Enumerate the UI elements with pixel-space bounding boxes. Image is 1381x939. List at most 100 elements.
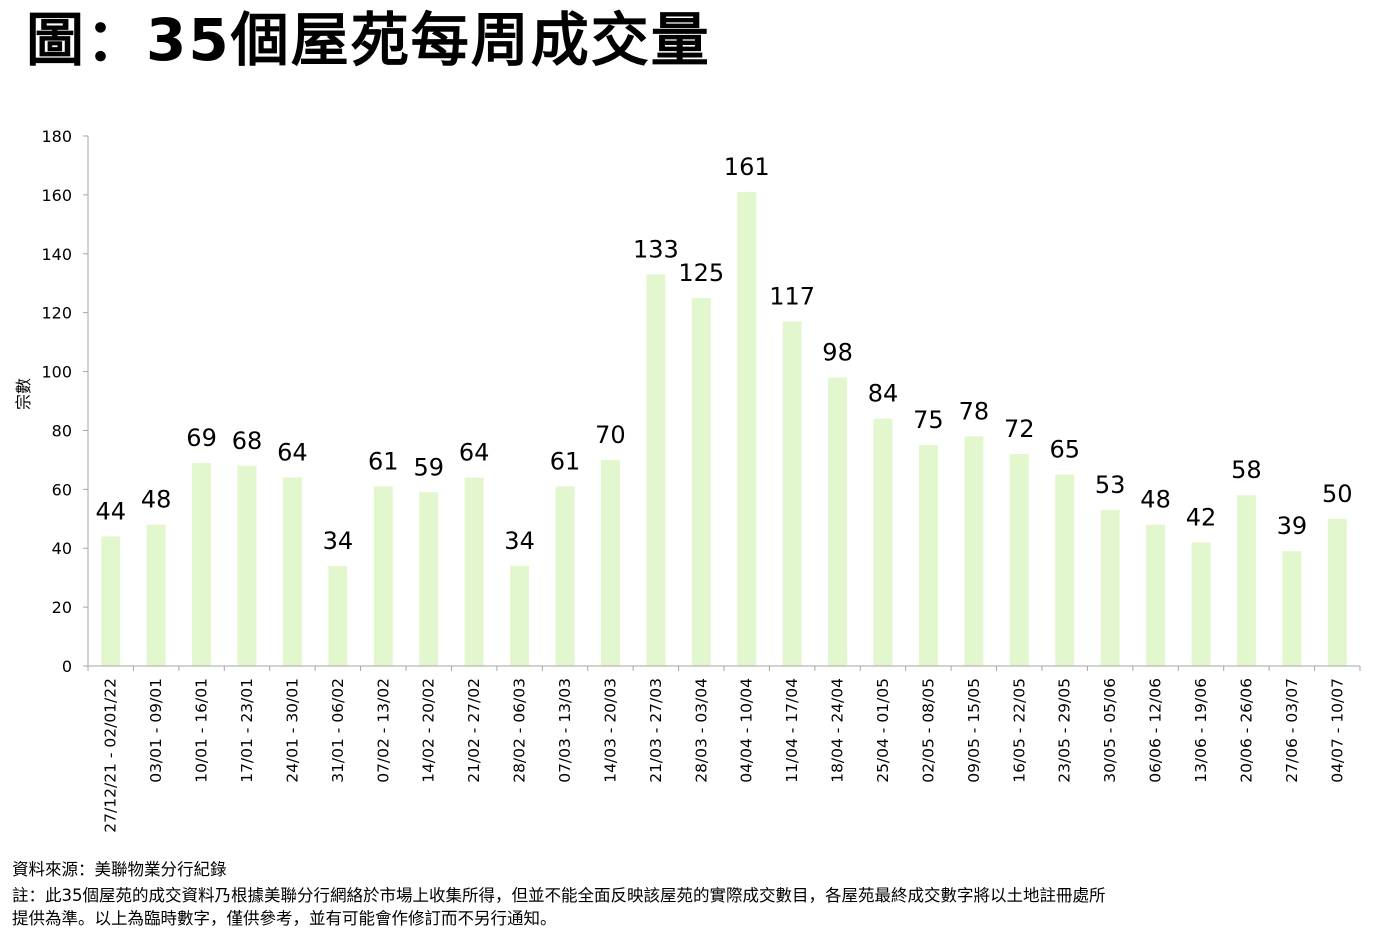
- y-tick-label: 80: [52, 421, 72, 440]
- bar: [737, 191, 757, 666]
- y-tick-label: 140: [41, 245, 72, 264]
- bar: [918, 445, 938, 666]
- y-axis: 0 20 40 60 80 100 120 140 160 180: [41, 127, 89, 676]
- data-label: 61: [368, 447, 399, 475]
- data-label: 44: [95, 497, 126, 525]
- bar: [1055, 474, 1075, 666]
- x-tick-label: 14/02 - 20/02: [420, 678, 438, 783]
- x-tick-label: 25/04 - 01/05: [874, 678, 892, 783]
- bar: [555, 486, 575, 666]
- bar: [282, 477, 302, 666]
- data-label: 61: [550, 447, 581, 475]
- y-tick-label: 160: [41, 186, 72, 205]
- x-tick-label: 10/01 - 16/01: [193, 678, 211, 783]
- bar: [146, 524, 166, 666]
- bar: [1236, 495, 1256, 666]
- data-label: 50: [1322, 480, 1353, 508]
- data-label: 125: [678, 259, 724, 287]
- data-label: 64: [277, 439, 308, 467]
- bar: [646, 274, 666, 666]
- bar: [964, 436, 984, 666]
- x-tick-label: 27/12/21 - 02/01/22: [102, 678, 120, 833]
- x-tick-label: 11/04 - 17/04: [783, 678, 801, 783]
- x-tick-label: 07/03 - 13/03: [556, 678, 574, 783]
- bar: [782, 321, 802, 666]
- data-label: 78: [959, 397, 990, 425]
- x-tick-label: 21/03 - 27/03: [647, 678, 665, 783]
- data-label: 161: [724, 153, 770, 181]
- x-tick-label: 21/02 - 27/02: [465, 678, 483, 783]
- bar-chart: 0 20 40 60 80 100 120 140 160 180 44 48 69 68 64 34 61 5…: [14, 127, 1361, 833]
- x-tick-label: 02/05 - 08/05: [919, 678, 937, 783]
- data-label: 34: [323, 527, 354, 555]
- x-tick-label: 28/02 - 06/03: [511, 678, 529, 783]
- disclaimer-line-1: 註：此35個屋苑的成交資料乃根據美聯分行網絡於市場上收集所得，但並不能全面反映該…: [12, 886, 1106, 905]
- bar: [1009, 454, 1029, 666]
- x-tick-label: 14/03 - 20/03: [601, 678, 619, 783]
- bar: [691, 297, 711, 666]
- data-label: 70: [595, 421, 626, 449]
- data-label: 84: [868, 380, 899, 408]
- disclaimer-line-2: 提供為準。以上為臨時數字，僅供參考，並有可能會作修訂而不另行通知。: [12, 909, 557, 928]
- data-label: 72: [1004, 415, 1035, 443]
- x-tick-label: 06/06 - 12/06: [1147, 678, 1165, 783]
- x-tick-label: 18/04 - 24/04: [829, 678, 847, 783]
- bar: [237, 465, 257, 666]
- x-tick-label: 31/01 - 06/02: [329, 678, 347, 783]
- x-tick-label: 23/05 - 29/05: [1056, 678, 1074, 783]
- bars: [101, 191, 1347, 666]
- bar: [600, 459, 620, 666]
- bar: [464, 477, 484, 666]
- x-tick-label: 16/05 - 22/05: [1010, 678, 1028, 783]
- bar: [1191, 542, 1211, 666]
- y-tick-label: 60: [52, 480, 72, 499]
- x-tick-label: 30/05 - 05/06: [1101, 678, 1119, 783]
- x-tick-label: 09/05 - 15/05: [965, 678, 983, 783]
- source-note: 資料來源：美聯物業分行紀錄: [12, 860, 227, 879]
- data-label: 58: [1231, 456, 1262, 484]
- bar: [419, 492, 439, 666]
- y-tick-label: 100: [41, 363, 72, 382]
- data-label: 133: [633, 235, 679, 263]
- x-tick-label: 27/06 - 03/07: [1283, 678, 1301, 783]
- data-label: 65: [1049, 436, 1080, 464]
- bar: [328, 565, 348, 666]
- data-label: 64: [459, 439, 490, 467]
- bar: [373, 486, 393, 666]
- y-tick-label: 40: [52, 539, 72, 558]
- bar: [873, 418, 893, 666]
- data-label: 34: [504, 527, 535, 555]
- x-axis: 27/12/21 - 02/01/22 03/01 - 09/01 10/01 - …: [87, 665, 1361, 833]
- data-label: 117: [769, 283, 815, 311]
- data-label: 68: [232, 427, 263, 455]
- x-tick-label: 20/06 - 26/06: [1237, 678, 1255, 783]
- bar: [1327, 518, 1347, 666]
- data-label: 48: [141, 486, 172, 514]
- bar: [101, 536, 121, 666]
- y-tick-label: 180: [41, 127, 72, 146]
- bar: [1100, 509, 1120, 666]
- data-label: 48: [1140, 486, 1171, 514]
- x-tick-label: 03/01 - 09/01: [147, 678, 165, 783]
- x-tick-label: 04/04 - 10/04: [738, 678, 756, 783]
- y-tick-label: 0: [62, 657, 72, 676]
- data-label: 59: [413, 453, 444, 481]
- data-label: 69: [186, 424, 217, 452]
- bar: [510, 565, 530, 666]
- data-label: 98: [822, 338, 853, 366]
- data-label: 53: [1095, 471, 1126, 499]
- data-label: 75: [913, 406, 944, 434]
- y-axis-title: 宗數: [14, 378, 33, 410]
- data-label: 42: [1186, 503, 1217, 531]
- x-tick-label: 13/06 - 19/06: [1192, 678, 1210, 783]
- x-tick-label: 07/02 - 13/02: [374, 678, 392, 783]
- chart-title: 圖：35個屋苑每周成交量: [26, 6, 711, 74]
- y-tick-label: 20: [52, 598, 72, 617]
- x-tick-label: 24/01 - 30/01: [283, 678, 301, 783]
- x-tick-label: 04/07 - 10/07: [1328, 678, 1346, 783]
- bar: [1282, 551, 1302, 666]
- y-tick-label: 120: [41, 304, 72, 323]
- x-tick-label: 17/01 - 23/01: [238, 678, 256, 783]
- bar: [192, 462, 212, 666]
